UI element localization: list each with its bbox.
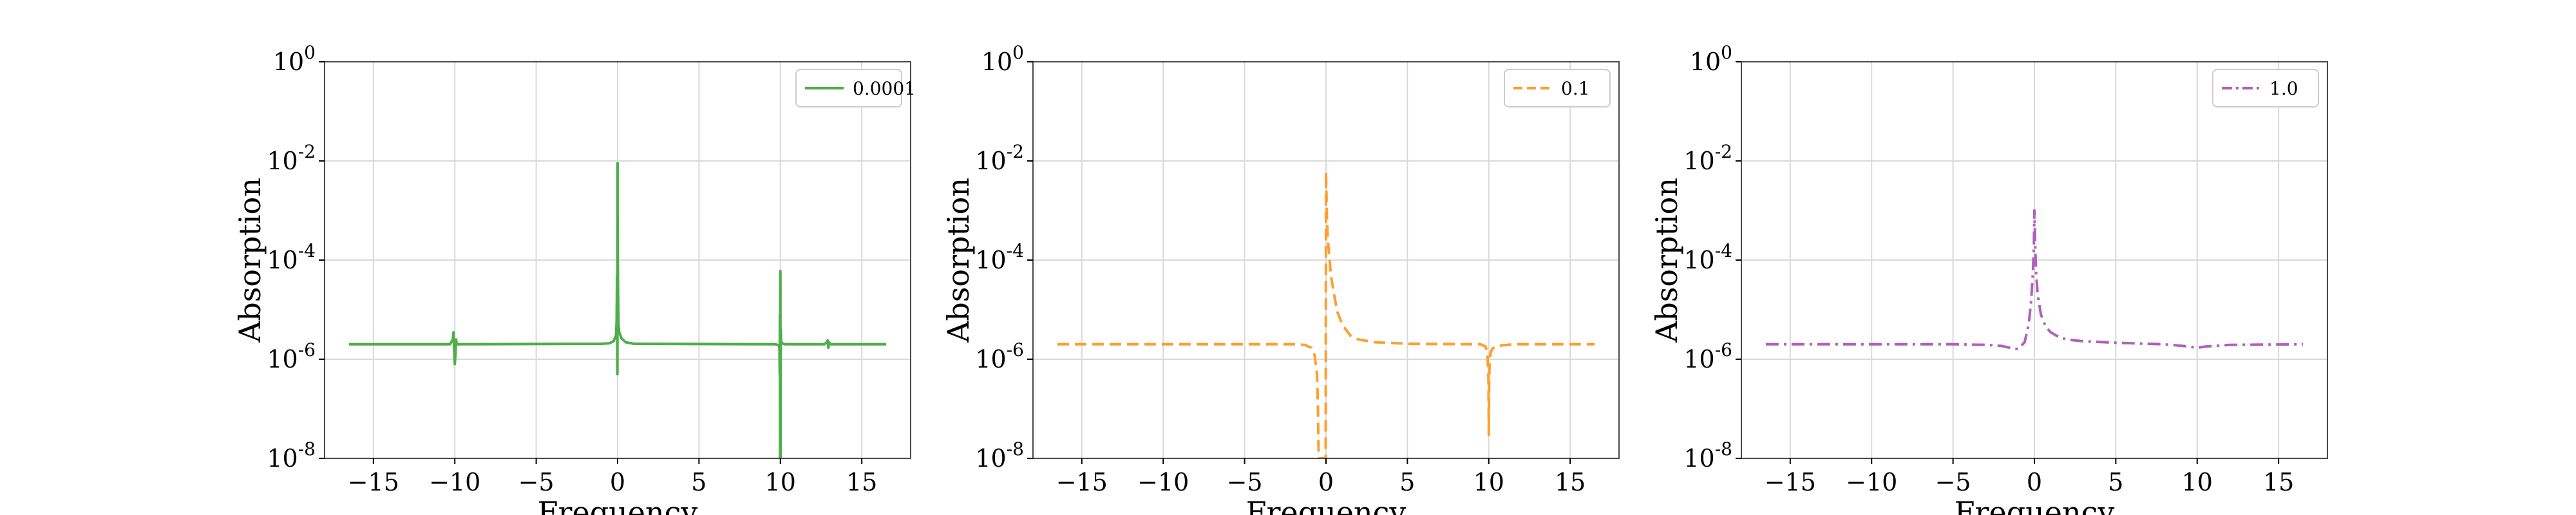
x-tick-label: −15: [348, 468, 399, 496]
legend-label: 0.1: [1561, 78, 1590, 99]
x-tick-label: 0: [1318, 468, 1334, 496]
y-tick-label: 10-2: [267, 141, 316, 175]
y-tick-base: 10: [1690, 48, 1721, 76]
x-tick-label: 0: [2027, 468, 2042, 496]
y-tick-label: 10-6: [267, 339, 316, 373]
legend: 1.0: [2212, 69, 2319, 108]
y-tick-base: 10: [975, 444, 1006, 473]
y-tick-exponent: -4: [1007, 240, 1024, 261]
y-tick-exponent: -4: [1715, 240, 1732, 261]
x-tick-label: 0: [610, 468, 625, 496]
legend-box: [2212, 69, 2319, 108]
y-axis-label: Absorption: [232, 178, 267, 343]
chart-panel-3: −15 −10 −5 0 5 10 1510-810-610-410-2100Frequen…: [1649, 42, 2328, 515]
y-tick-base: 10: [975, 246, 1006, 274]
x-tick-label: −10: [429, 468, 480, 496]
x-tick-label: 15: [2263, 468, 2294, 496]
y-tick-exponent: -2: [298, 141, 316, 162]
legend: 0.0001: [795, 69, 916, 108]
y-tick-label: 10-4: [1683, 240, 1732, 274]
y-tick-exponent: 0: [1012, 42, 1024, 63]
x-tick-label: 5: [1399, 468, 1415, 496]
x-tick-label: −5: [1935, 468, 1971, 496]
y-tick-base: 10: [975, 147, 1006, 175]
y-tick-exponent: -2: [1007, 141, 1024, 162]
series-line: [1765, 209, 2304, 351]
y-tick-label: 10-6: [1683, 339, 1732, 373]
y-tick-exponent: 0: [1721, 42, 1732, 63]
y-tick-base: 10: [267, 147, 298, 175]
y-tick-exponent: -8: [298, 438, 316, 460]
y-tick-exponent: -4: [298, 240, 316, 261]
series-line: [1057, 171, 1595, 458]
legend-label: 1.0: [2269, 78, 2298, 99]
y-tick-label: 10-2: [1683, 141, 1732, 175]
y-tick-base: 10: [981, 48, 1012, 76]
y-tick-base: 10: [273, 48, 304, 76]
legend-box: [795, 69, 902, 108]
y-tick-label: 10-8: [1683, 438, 1732, 473]
x-axis-label: Frequency: [1955, 495, 2115, 515]
y-tick-exponent: 0: [304, 42, 316, 63]
y-tick-label: 10-4: [975, 240, 1024, 274]
x-tick-label: −10: [1137, 468, 1189, 496]
y-tick-label: 10-8: [267, 438, 316, 473]
y-tick-label: 10-8: [975, 438, 1024, 473]
x-tick-label: −15: [1765, 468, 1816, 496]
y-tick-exponent: -6: [1007, 339, 1024, 360]
y-axis-label: Absorption: [1649, 178, 1684, 343]
legend-box: [1504, 69, 1611, 108]
y-tick-base: 10: [267, 345, 298, 373]
legend: 0.1: [1504, 69, 1611, 108]
legend-label: 0.0001: [853, 78, 916, 99]
y-tick-base: 10: [267, 246, 298, 274]
chart-panel-2: −15 −10 −5 0 5 10 1510-810-610-410-2100Frequen…: [941, 42, 1620, 515]
chart-panel-1: −15 −10 −5 0 5 10 1510-810-610-410-2100Frequen…: [232, 42, 916, 515]
y-tick-exponent: -6: [298, 339, 316, 360]
y-tick-label: 10-4: [267, 240, 316, 274]
y-tick-label: 100: [1690, 42, 1732, 76]
x-tick-label: 15: [846, 468, 877, 496]
x-tick-label: 15: [1555, 468, 1586, 496]
y-tick-exponent: -2: [1715, 141, 1732, 162]
x-axis-label: Frequency: [538, 495, 698, 515]
x-tick-label: −5: [518, 468, 554, 496]
y-tick-exponent: -8: [1715, 438, 1732, 460]
y-tick-label: 100: [273, 42, 316, 76]
y-tick-base: 10: [267, 444, 298, 473]
y-tick-exponent: -6: [1715, 339, 1732, 360]
y-tick-base: 10: [1683, 444, 1714, 473]
x-tick-label: 10: [765, 468, 796, 496]
y-tick-exponent: -8: [1007, 438, 1024, 460]
x-tick-label: −10: [1846, 468, 1897, 496]
y-tick-label: 100: [981, 42, 1024, 76]
y-tick-label: 10-2: [975, 141, 1024, 175]
y-tick-base: 10: [1683, 147, 1714, 175]
y-tick-base: 10: [1683, 246, 1714, 274]
x-tick-label: −5: [1227, 468, 1263, 496]
series-line: [348, 162, 887, 458]
y-axis-label: Absorption: [941, 178, 976, 343]
x-tick-label: 5: [2108, 468, 2123, 496]
x-tick-label: 5: [691, 468, 706, 496]
y-tick-label: 10-6: [975, 339, 1024, 373]
y-tick-base: 10: [975, 345, 1006, 373]
x-axis-label: Frequency: [1246, 495, 1406, 515]
x-tick-label: 10: [1473, 468, 1504, 496]
x-tick-label: 10: [2182, 468, 2213, 496]
y-tick-base: 10: [1683, 345, 1714, 373]
x-tick-label: −15: [1056, 468, 1108, 496]
